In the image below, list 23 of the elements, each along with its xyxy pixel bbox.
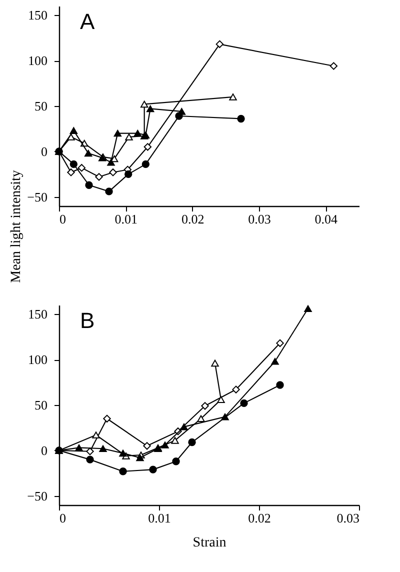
x-tick-label: 0.01 xyxy=(148,510,171,526)
x-tick-label: 0.03 xyxy=(248,212,271,226)
x-tick-label: 0.02 xyxy=(181,212,204,226)
y-tick-label: 150 xyxy=(28,306,48,322)
y-tick-label: 0 xyxy=(41,144,48,159)
y-tick-label: −50 xyxy=(27,488,48,504)
y-tick-label: 50 xyxy=(34,98,48,114)
x-tick-label: 0 xyxy=(60,212,66,226)
x-axis-title: Strain xyxy=(192,536,226,550)
y-tick-label: 150 xyxy=(28,8,48,23)
x-tick-label: 0.03 xyxy=(336,510,360,526)
x-tick-label: 0.01 xyxy=(114,212,138,226)
y-axis-title: Mean light intensity xyxy=(9,170,24,283)
y-tick-label: 0 xyxy=(41,442,48,458)
x-tick-label: 0.02 xyxy=(248,510,271,526)
chart-title: A xyxy=(80,9,95,34)
y-tick-label: −50 xyxy=(27,189,48,204)
x-tick-label: 0 xyxy=(60,510,66,526)
y-tick-label: 100 xyxy=(28,352,48,368)
chart-title: B xyxy=(80,308,95,333)
x-tick-label: 0.04 xyxy=(314,212,338,226)
y-tick-label: 50 xyxy=(34,398,48,412)
y-tick-label: 100 xyxy=(28,53,48,68)
